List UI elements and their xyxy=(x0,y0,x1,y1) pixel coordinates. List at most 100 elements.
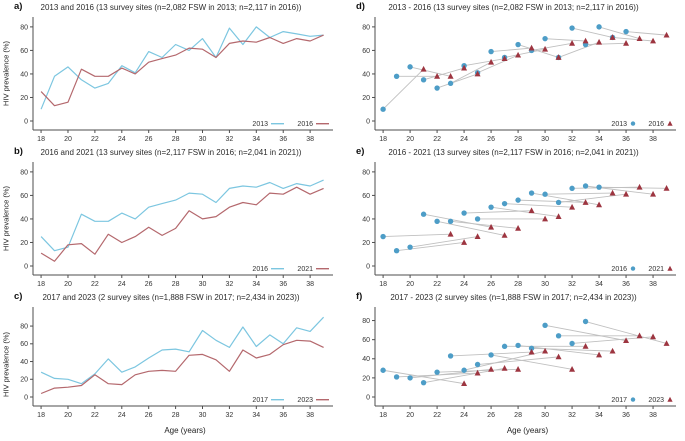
svg-text:40: 40 xyxy=(20,216,28,223)
svg-text:0: 0 xyxy=(366,263,370,270)
svg-text:20: 20 xyxy=(20,377,28,384)
y-axis-label: HIV prevalence (%) xyxy=(1,40,11,107)
svg-text:22: 22 xyxy=(433,281,441,288)
y-axis-label: HIV prevalence (%) xyxy=(1,185,11,252)
svg-text:28: 28 xyxy=(172,136,180,143)
svg-text:60: 60 xyxy=(362,193,370,200)
svg-text:2016: 2016 xyxy=(297,121,313,128)
svg-text:24: 24 xyxy=(118,281,126,288)
panel-e-label: e) xyxy=(356,146,365,157)
panel-c-label: c) xyxy=(14,291,23,302)
svg-text:32: 32 xyxy=(568,412,576,419)
svg-text:30: 30 xyxy=(541,136,549,143)
panel-a-label: a) xyxy=(14,1,23,12)
svg-text:80: 80 xyxy=(20,323,28,330)
svg-text:22: 22 xyxy=(91,281,99,288)
svg-text:24: 24 xyxy=(460,281,468,288)
svg-text:22: 22 xyxy=(433,136,441,143)
svg-text:28: 28 xyxy=(514,412,522,419)
panel-d: d) 2013 - 2016 (13 survey sites (n=2,082… xyxy=(342,0,685,145)
svg-text:0: 0 xyxy=(366,118,370,125)
svg-text:28: 28 xyxy=(514,136,522,143)
svg-text:60: 60 xyxy=(20,341,28,348)
svg-text:60: 60 xyxy=(362,337,370,344)
svg-text:2021: 2021 xyxy=(648,266,664,273)
svg-text:40: 40 xyxy=(20,359,28,366)
panel-e-title: 2016 - 2021 (13 survey sites (n=2,117 FS… xyxy=(388,148,639,157)
svg-text:2021: 2021 xyxy=(297,266,313,273)
svg-text:2016: 2016 xyxy=(252,266,268,273)
panel-b-title: 2016 and 2021 (13 survey sites (n=2,117 … xyxy=(40,148,302,157)
svg-text:0: 0 xyxy=(24,118,28,125)
svg-text:32: 32 xyxy=(226,281,234,288)
y-axis-label: HIV prevalence (%) xyxy=(1,331,11,397)
svg-text:36: 36 xyxy=(622,281,630,288)
svg-text:24: 24 xyxy=(118,412,126,419)
svg-text:26: 26 xyxy=(487,412,495,419)
chart-b: 18 20 22 24 26 28 30 32 34 36 38 0 20 40 60 80 2021 2016 xyxy=(20,162,333,288)
svg-text:26: 26 xyxy=(145,136,153,143)
svg-text:32: 32 xyxy=(226,412,234,419)
panel-e: e) 2016 - 2021 (13 survey sites (n=2,117… xyxy=(342,145,685,290)
svg-text:20: 20 xyxy=(64,412,72,419)
svg-text:22: 22 xyxy=(433,412,441,419)
svg-text:24: 24 xyxy=(118,136,126,143)
svg-text:28: 28 xyxy=(172,281,180,288)
svg-text:30: 30 xyxy=(199,281,207,288)
panel-d-label: d) xyxy=(356,1,365,12)
svg-text:34: 34 xyxy=(595,281,603,288)
svg-text:36: 36 xyxy=(279,136,287,143)
svg-text:18: 18 xyxy=(379,136,387,143)
svg-text:34: 34 xyxy=(595,136,603,143)
svg-text:30: 30 xyxy=(199,412,207,419)
svg-text:38: 38 xyxy=(649,281,657,288)
svg-text:0: 0 xyxy=(24,394,28,401)
svg-text:24: 24 xyxy=(460,136,468,143)
svg-text:32: 32 xyxy=(568,136,576,143)
svg-text:40: 40 xyxy=(20,71,28,78)
x-axis-label: Age (years) xyxy=(506,426,549,435)
svg-text:18: 18 xyxy=(37,281,45,288)
svg-text:20: 20 xyxy=(20,95,28,102)
panel-f-title: 2017 - 2023 (2 survey sites (n=1,888 FSW… xyxy=(390,293,637,302)
chart-c: 18 20 22 24 26 28 30 32 34 36 38 0 20 40 60 80 2023 2017 xyxy=(20,307,333,419)
svg-text:28: 28 xyxy=(172,412,180,419)
svg-text:80: 80 xyxy=(362,169,370,176)
svg-text:34: 34 xyxy=(252,136,260,143)
svg-text:40: 40 xyxy=(362,356,370,363)
chart-d: 18 20 22 24 26 28 30 32 34 36 38 0 20 40 60 80 2016 2013 xyxy=(362,17,676,143)
svg-text:80: 80 xyxy=(20,24,28,31)
x-axis-label: Age (years) xyxy=(164,426,206,435)
panel-a: a) 2013 and 2016 (13 survey sites (n=2,0… xyxy=(0,0,342,145)
svg-text:2023: 2023 xyxy=(297,397,313,404)
panel-b: b) 2016 and 2021 (13 survey sites (n=2,1… xyxy=(0,145,342,290)
svg-text:28: 28 xyxy=(514,281,522,288)
svg-text:22: 22 xyxy=(91,136,99,143)
svg-text:38: 38 xyxy=(306,136,314,143)
panel-b-label: b) xyxy=(14,146,23,157)
panel-f: f) 2017 - 2023 (2 survey sites (n=1,888 … xyxy=(342,290,685,436)
svg-text:32: 32 xyxy=(226,136,234,143)
panel-c: c) 2017 and 2023 (2 survey sites (n=1,88… xyxy=(0,290,342,436)
svg-text:30: 30 xyxy=(541,281,549,288)
svg-text:30: 30 xyxy=(541,412,549,419)
panel-c-title: 2017 and 2023 (2 survey sites (n=1,888 F… xyxy=(42,293,300,302)
svg-text:2017: 2017 xyxy=(611,397,627,404)
svg-text:40: 40 xyxy=(362,71,370,78)
svg-text:38: 38 xyxy=(306,412,314,419)
svg-text:2013: 2013 xyxy=(611,121,627,128)
svg-text:38: 38 xyxy=(649,412,657,419)
svg-text:60: 60 xyxy=(20,193,28,200)
svg-text:34: 34 xyxy=(595,412,603,419)
svg-text:32: 32 xyxy=(568,281,576,288)
svg-text:80: 80 xyxy=(362,318,370,325)
svg-text:2016: 2016 xyxy=(611,266,627,273)
svg-text:18: 18 xyxy=(379,281,387,288)
svg-text:34: 34 xyxy=(252,281,260,288)
svg-text:18: 18 xyxy=(379,412,387,419)
svg-text:0: 0 xyxy=(24,263,28,270)
svg-text:22: 22 xyxy=(91,412,99,419)
svg-text:36: 36 xyxy=(622,412,630,419)
svg-text:26: 26 xyxy=(487,281,495,288)
